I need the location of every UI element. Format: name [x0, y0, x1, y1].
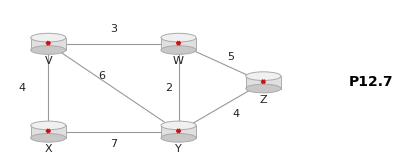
Text: X: X — [44, 144, 52, 154]
Polygon shape — [31, 125, 66, 138]
Ellipse shape — [161, 121, 196, 130]
Ellipse shape — [161, 33, 196, 42]
Text: 6: 6 — [98, 71, 105, 81]
Polygon shape — [161, 38, 196, 50]
Text: V: V — [44, 56, 52, 66]
Text: 5: 5 — [227, 52, 234, 62]
Text: Z: Z — [259, 95, 267, 105]
Ellipse shape — [31, 33, 66, 42]
Text: 3: 3 — [110, 24, 117, 34]
Text: 7: 7 — [110, 139, 117, 149]
Ellipse shape — [31, 46, 66, 54]
Ellipse shape — [31, 121, 66, 130]
Ellipse shape — [246, 84, 281, 93]
Ellipse shape — [31, 133, 66, 142]
Polygon shape — [161, 125, 196, 138]
Text: P12.7: P12.7 — [349, 75, 393, 89]
Ellipse shape — [161, 46, 196, 54]
Polygon shape — [31, 38, 66, 50]
Text: 4: 4 — [19, 83, 26, 93]
Text: 4: 4 — [232, 109, 239, 119]
Text: 2: 2 — [165, 83, 172, 93]
Ellipse shape — [161, 133, 196, 142]
Text: Y: Y — [175, 144, 182, 154]
Polygon shape — [246, 76, 281, 89]
Ellipse shape — [246, 72, 281, 80]
Text: W: W — [173, 56, 184, 66]
